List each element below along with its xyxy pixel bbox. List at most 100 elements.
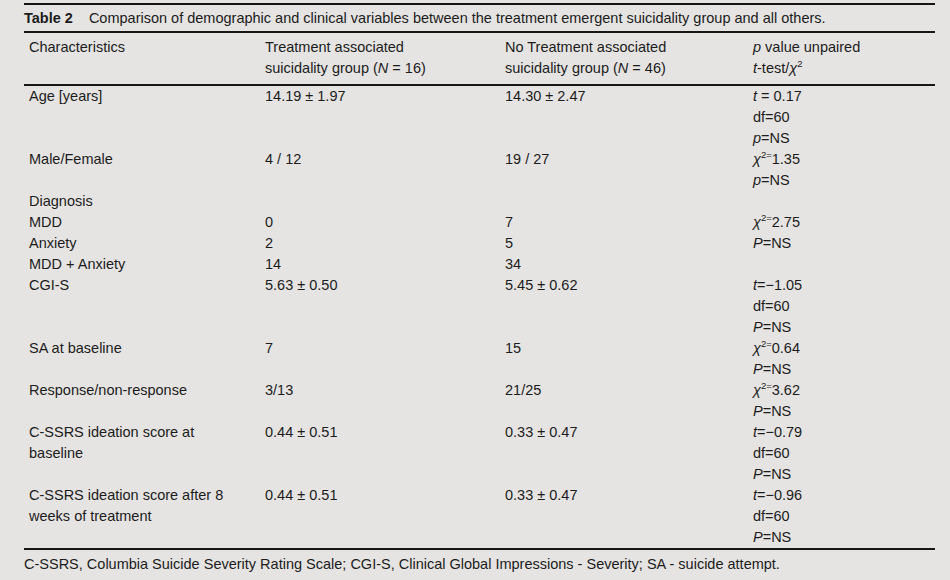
group1-cell: 3/13 bbox=[265, 380, 505, 422]
header-group1-line2: suicidality group (N = 16) bbox=[265, 58, 505, 79]
stat-line: df=60 bbox=[753, 296, 935, 317]
group2-cell: 19 / 27 bbox=[505, 149, 753, 191]
header-pvalue-cell: p value unpaired t-test/χ2 bbox=[753, 37, 935, 79]
stat-line: df=60 bbox=[753, 443, 935, 464]
header-pvalue-line1: p value unpaired bbox=[753, 37, 935, 58]
row-label: SA at baseline bbox=[29, 338, 265, 359]
group2-value: 0.33 ± 0.47 bbox=[505, 422, 753, 443]
stat-line: t=−0.79 bbox=[753, 422, 935, 443]
group1-value: 4 / 12 bbox=[265, 149, 505, 170]
group1-value: 0.44 ± 0.51 bbox=[265, 485, 505, 506]
stat-line: χ2=2.75 bbox=[753, 212, 935, 233]
stat-line: df=60 bbox=[753, 506, 935, 527]
stats-cell: t=−0.96 df=60 P=NS bbox=[753, 485, 935, 548]
table-caption: Table 2 Comparison of demographic and cl… bbox=[24, 5, 935, 31]
stats-cell bbox=[753, 254, 935, 275]
row-label-cell: Diagnosis bbox=[24, 191, 265, 212]
group2-cell: 5 bbox=[505, 233, 753, 254]
row-label: CGI-S bbox=[29, 275, 265, 296]
table-row-mdd-anxiety: MDD + Anxiety 14 34 bbox=[24, 254, 935, 275]
row-label-cell: Male/Female bbox=[24, 149, 265, 191]
stats-cell bbox=[753, 191, 935, 212]
group1-cell: 5.63 ± 0.50 bbox=[265, 275, 505, 338]
header-group1-cell: Treatment associated suicidality group (… bbox=[265, 37, 505, 79]
table-caption-text: Comparison of demographic and clinical v… bbox=[89, 10, 826, 26]
group1-value: 14.19 ± 1.97 bbox=[265, 86, 505, 107]
group1-value: 0.44 ± 0.51 bbox=[265, 422, 505, 443]
group1-value: 0 bbox=[265, 212, 505, 233]
group1-cell bbox=[265, 191, 505, 212]
stat-line: P=NS bbox=[753, 359, 935, 380]
table-number: Table 2 bbox=[24, 10, 73, 26]
row-label-cell: Anxiety bbox=[24, 233, 265, 254]
stats-cell: t=−1.05 df=60 P=NS bbox=[753, 275, 935, 338]
row-label-cell: C-SSRS ideation score at baseline bbox=[24, 422, 265, 485]
header-pvalue-line2: t-test/χ2 bbox=[753, 58, 935, 79]
row-label: Diagnosis bbox=[29, 191, 265, 212]
paper-table-page: Table 2 Comparison of demographic and cl… bbox=[0, 0, 950, 580]
table-row-male-female: Male/Female 4 / 12 19 / 27 χ2=1.35 p=NS bbox=[24, 149, 935, 191]
group2-cell: 14.30 ± 2.47 bbox=[505, 86, 753, 149]
row-label-cell: MDD bbox=[24, 212, 265, 233]
row-label: C-SSRS ideation score at bbox=[29, 422, 265, 443]
header-group2-line2: suicidality group (N = 46) bbox=[505, 58, 753, 79]
row-label: MDD bbox=[29, 212, 265, 233]
group1-cell: 7 bbox=[265, 338, 505, 380]
table-row-response: Response/non-response 3/13 21/25 χ2=3.62… bbox=[24, 380, 935, 422]
group1-cell: 0.44 ± 0.51 bbox=[265, 485, 505, 548]
group1-cell: 14 bbox=[265, 254, 505, 275]
stats-cell: χ2=3.62 P=NS bbox=[753, 380, 935, 422]
group1-value: 14 bbox=[265, 254, 505, 275]
row-label-cell: C-SSRS ideation score after 8 weeks of t… bbox=[24, 485, 265, 548]
stats-cell: P=NS bbox=[753, 233, 935, 254]
group1-cell: 4 / 12 bbox=[265, 149, 505, 191]
group2-value: 21/25 bbox=[505, 380, 753, 401]
header-group2-line1: No Treatment associated bbox=[505, 37, 753, 58]
group1-value: 2 bbox=[265, 233, 505, 254]
stat-line: t=−1.05 bbox=[753, 275, 935, 296]
table-row-anxiety: Anxiety 2 5 P=NS bbox=[24, 233, 935, 254]
group2-cell: 7 bbox=[505, 212, 753, 233]
stat-line: t=−0.96 bbox=[753, 485, 935, 506]
header-group2-cell: No Treatment associated suicidality grou… bbox=[505, 37, 753, 79]
table-row-cgi-s: CGI-S 5.63 ± 0.50 5.45 ± 0.62 t=−1.05 df… bbox=[24, 275, 935, 338]
group2-cell: 21/25 bbox=[505, 380, 753, 422]
group1-cell: 0 bbox=[265, 212, 505, 233]
stats-cell: t = 0.17 df=60 p=NS bbox=[753, 86, 935, 149]
group2-cell: 0.33 ± 0.47 bbox=[505, 485, 753, 548]
row-label: Male/Female bbox=[29, 149, 265, 170]
group2-value: 15 bbox=[505, 338, 753, 359]
stat-line: p=NS bbox=[753, 170, 935, 191]
row-label-cell: Response/non-response bbox=[24, 380, 265, 422]
group2-cell: 0.33 ± 0.47 bbox=[505, 422, 753, 485]
table-footnote: C-SSRS, Columbia Suicide Severity Rating… bbox=[24, 550, 935, 574]
group1-cell: 2 bbox=[265, 233, 505, 254]
group2-value: 7 bbox=[505, 212, 753, 233]
group2-value: 19 / 27 bbox=[505, 149, 753, 170]
row-label: Anxiety bbox=[29, 233, 265, 254]
row-label-cell: Age [years] bbox=[24, 86, 265, 149]
stat-line: t = 0.17 bbox=[753, 86, 935, 107]
stat-line: P=NS bbox=[753, 464, 935, 485]
group1-value: 3/13 bbox=[265, 380, 505, 401]
stat-line: P=NS bbox=[753, 317, 935, 338]
header-characteristics: Characteristics bbox=[29, 37, 265, 58]
table-row-sa-baseline: SA at baseline 7 15 χ2=0.64 P=NS bbox=[24, 338, 935, 380]
group1-cell: 0.44 ± 0.51 bbox=[265, 422, 505, 485]
group2-cell bbox=[505, 191, 753, 212]
row-label: baseline bbox=[29, 443, 265, 464]
row-label-cell: MDD + Anxiety bbox=[24, 254, 265, 275]
table-header-row: Characteristics Treatment associated sui… bbox=[24, 33, 935, 84]
table-row-diagnosis: Diagnosis bbox=[24, 191, 935, 212]
table-row-cssrs-8weeks: C-SSRS ideation score after 8 weeks of t… bbox=[24, 485, 935, 548]
group1-cell: 14.19 ± 1.97 bbox=[265, 86, 505, 149]
stat-line: χ2=3.62 bbox=[753, 380, 935, 401]
group2-value: 0.33 ± 0.47 bbox=[505, 485, 753, 506]
row-label: Response/non-response bbox=[29, 380, 265, 401]
group2-value: 34 bbox=[505, 254, 753, 275]
group2-cell: 34 bbox=[505, 254, 753, 275]
row-label: Age [years] bbox=[29, 86, 265, 107]
stats-cell: χ2=0.64 P=NS bbox=[753, 338, 935, 380]
stats-cell: χ2=2.75 bbox=[753, 212, 935, 233]
stat-line: P=NS bbox=[753, 527, 935, 548]
